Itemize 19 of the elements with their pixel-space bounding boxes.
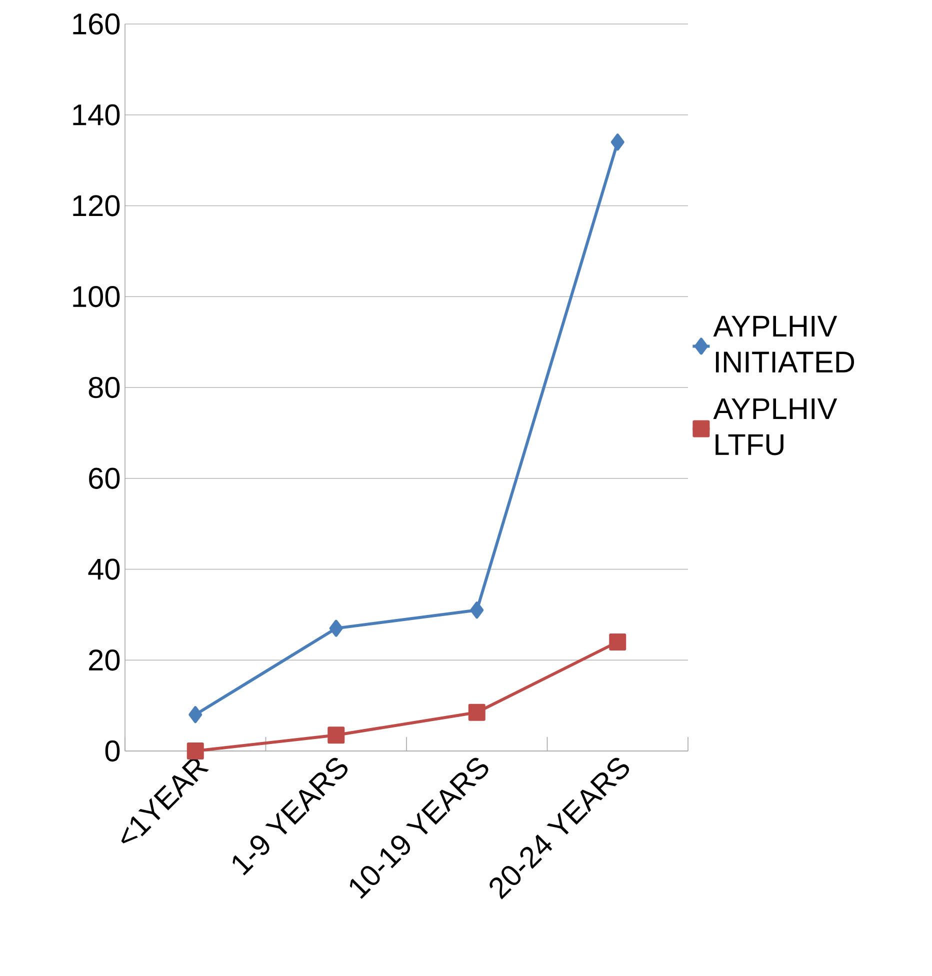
y-tick-label: 80 bbox=[88, 376, 120, 398]
legend-label: AYPLHIV LTFU bbox=[713, 398, 838, 456]
y-tick-label: 20 bbox=[89, 650, 120, 671]
point bbox=[329, 620, 343, 637]
y-tick-label: 0 bbox=[105, 740, 120, 762]
point bbox=[609, 633, 626, 650]
y-tick-label: 140 bbox=[73, 104, 120, 126]
point bbox=[328, 726, 345, 744]
y-tick-label: 100 bbox=[73, 286, 120, 308]
point bbox=[610, 134, 624, 151]
y-tick-label: 40 bbox=[88, 558, 120, 580]
point bbox=[468, 704, 486, 721]
point bbox=[470, 602, 484, 619]
point bbox=[186, 742, 204, 760]
legend-label: AYPLHIV INITIATED bbox=[713, 316, 854, 372]
y-tick-label: 120 bbox=[73, 195, 120, 216]
y-tick-label: 60 bbox=[89, 468, 120, 489]
point bbox=[188, 706, 202, 724]
y-tick-label: 160 bbox=[73, 13, 120, 35]
